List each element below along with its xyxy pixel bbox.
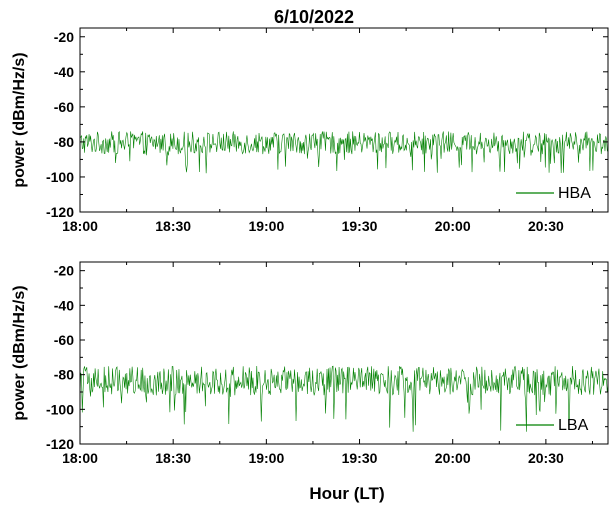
series-line-lba <box>79 365 609 432</box>
series-line-hba <box>79 130 609 174</box>
y-tick-label: -40 <box>54 297 74 313</box>
x-tick-label: 19:00 <box>248 218 284 234</box>
x-tick-label: 19:30 <box>342 218 378 234</box>
x-tick-label: 18:30 <box>155 218 191 234</box>
x-tick-label: 20:00 <box>435 218 471 234</box>
y-tick-label: -80 <box>54 367 74 383</box>
x-tick-label: 20:00 <box>435 450 471 466</box>
y-tick-label: -20 <box>54 29 74 45</box>
y-axis-label: power (dBm/Hz/s) <box>11 285 28 420</box>
y-tick-label: -60 <box>54 99 74 115</box>
y-tick-label: -20 <box>54 263 74 279</box>
y-tick-label: -120 <box>46 204 74 220</box>
chart-title: 6/10/2022 <box>274 7 354 27</box>
x-tick-label: 20:30 <box>528 450 564 466</box>
y-tick-label: -60 <box>54 332 74 348</box>
y-axis-label: power (dBm/Hz/s) <box>11 52 28 187</box>
x-tick-label: 18:00 <box>62 218 98 234</box>
x-tick-label: 18:00 <box>62 450 98 466</box>
y-tick-label: -100 <box>46 401 74 417</box>
x-tick-label: 18:30 <box>155 450 191 466</box>
plot-frame <box>79 261 609 445</box>
y-tick-label: -120 <box>46 436 74 452</box>
x-axis-label: Hour (LT) <box>309 484 384 503</box>
y-tick-label: -40 <box>54 64 74 80</box>
y-tick-label: -100 <box>46 169 74 185</box>
x-tick-label: 19:30 <box>342 450 378 466</box>
legend-label: LBA <box>558 417 589 434</box>
legend-label: HBA <box>558 185 591 202</box>
x-tick-label: 19:00 <box>248 450 284 466</box>
plot-frame <box>79 27 609 213</box>
x-tick-label: 20:30 <box>528 218 564 234</box>
y-tick-label: -80 <box>54 134 74 150</box>
